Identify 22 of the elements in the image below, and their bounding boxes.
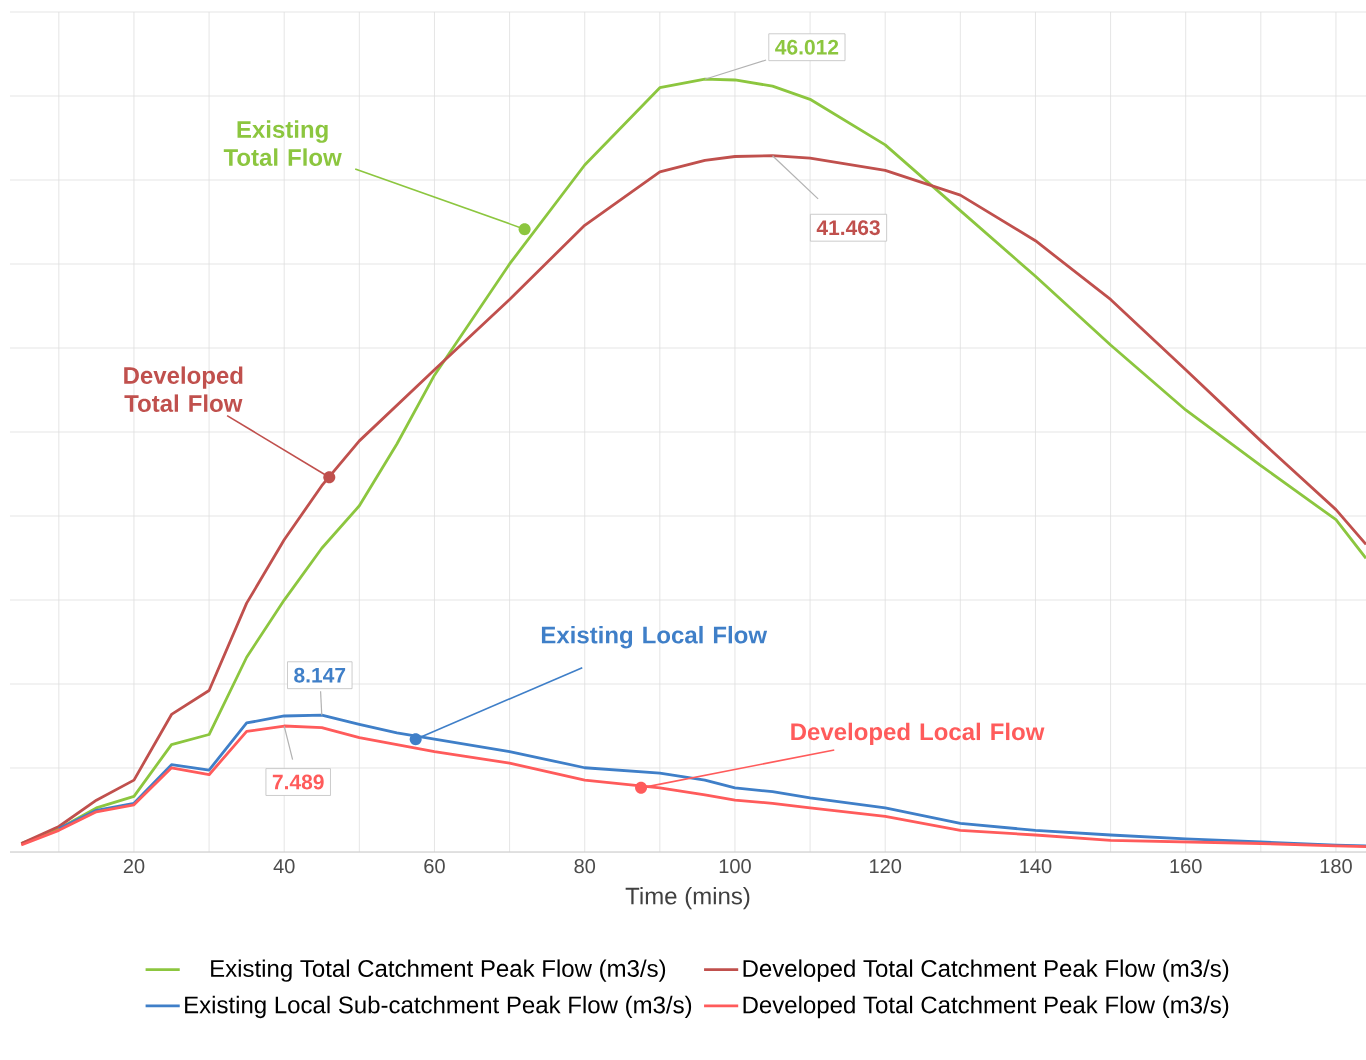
- annotation: Developed Total Flow: [124, 366, 243, 412]
- x-tick-label: 20: [123, 859, 145, 874]
- annotation: 41.463: [816, 220, 880, 236]
- annotation: Developed Local Flow: [791, 722, 1045, 746]
- x-tick-label: 40: [273, 859, 295, 874]
- legend-label: Developed Total Catchment Peak Flow (m3/s): [743, 959, 1229, 982]
- annotation: Existing Local Flow: [541, 625, 768, 649]
- x-tick-label: 120: [870, 859, 902, 874]
- x-tick-label: 80: [574, 859, 596, 874]
- legend-label: Developed Total Catchment Peak Flow (m3/s): [743, 995, 1229, 1019]
- x-tick-label: 160: [1170, 859, 1202, 874]
- annotation: 7.489: [272, 774, 324, 790]
- annotation: 8.147: [294, 667, 346, 683]
- x-tick-label: 180: [1320, 859, 1352, 874]
- annotation: Existing Total Flow: [223, 120, 342, 166]
- legend-label: Existing Total Catchment Peak Flow (m3/s): [211, 959, 666, 982]
- annotation: 46.012: [775, 39, 839, 55]
- x-axis-title: Time (mins): [625, 886, 750, 910]
- x-tick-label: 60: [424, 859, 445, 874]
- legend-label: Existing Local Sub-catchment Peak Flow (m3/s): [185, 995, 692, 1019]
- x-tick-label: 100: [719, 859, 751, 874]
- x-tick-label: 140: [1020, 859, 1052, 874]
